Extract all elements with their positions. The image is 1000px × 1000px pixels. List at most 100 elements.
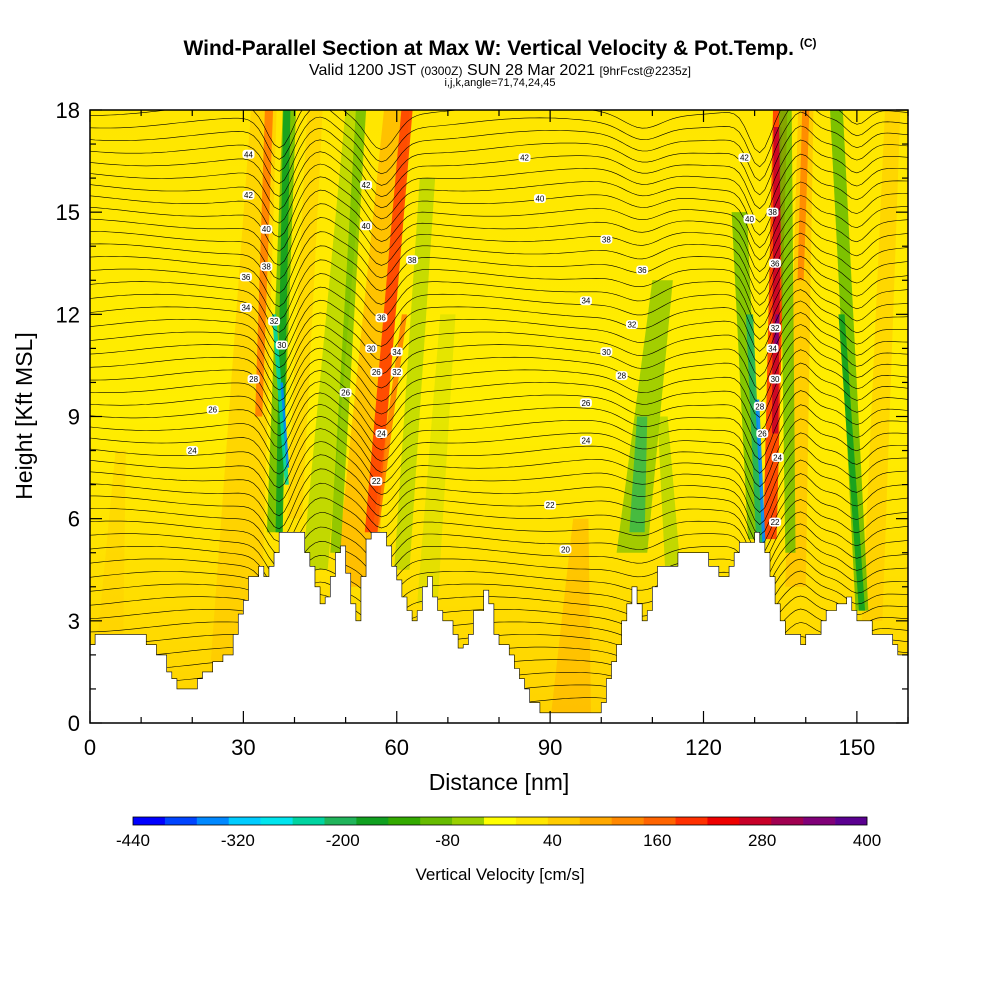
contour-label: 34 xyxy=(766,343,779,353)
updraft-zone xyxy=(207,110,277,706)
contour-label: 34 xyxy=(579,296,592,306)
downdraft-band xyxy=(417,314,456,604)
contour-label: 36 xyxy=(239,272,252,282)
contour-labels: 44 42 40 38 36 34 32 30 28 26 24 42 40 38 36 30 34 26 32 26… xyxy=(186,149,784,554)
y-tick-label: 9 xyxy=(68,405,80,430)
isentrope-line xyxy=(90,267,908,333)
downdraft-band xyxy=(745,314,764,543)
contour-label: 34 xyxy=(390,347,403,357)
isentrope-line xyxy=(90,511,908,567)
colorbar-swatch xyxy=(675,817,708,825)
contour-label: 24 xyxy=(771,452,784,462)
contour-label: 30 xyxy=(769,374,782,384)
isentrope-line xyxy=(90,454,908,526)
contour-label-text: 34 xyxy=(581,297,590,306)
downdraft-band xyxy=(778,110,796,553)
isentrope-line xyxy=(90,278,908,345)
contour-label-text: 38 xyxy=(408,256,417,265)
downdraft-band xyxy=(838,314,866,611)
isentrope-line xyxy=(90,255,908,321)
isentrope-line xyxy=(90,300,908,369)
contour-label: 24 xyxy=(375,429,388,439)
x-tick-label: 30 xyxy=(231,735,255,760)
contour-label-text: 24 xyxy=(581,436,590,445)
downdraft-band xyxy=(830,110,869,611)
contour-label-text: 28 xyxy=(249,375,258,384)
isentrope-line xyxy=(90,497,908,556)
y-tick-label: 15 xyxy=(56,200,80,225)
contour-label: 32 xyxy=(769,323,782,333)
updraft-core xyxy=(373,314,407,526)
contour-label: 36 xyxy=(375,313,388,323)
isentrope-line xyxy=(90,244,908,307)
contour-label: 42 xyxy=(738,153,751,163)
contour-label-text: 40 xyxy=(362,222,371,231)
contour-label: 22 xyxy=(769,517,782,527)
downdraft-band xyxy=(657,416,681,570)
contour-label: 26 xyxy=(339,388,352,398)
y-tick-label: 6 xyxy=(68,507,80,532)
grid-indices-subtitle: i,j,k,angle=71,74,24,45 xyxy=(444,77,556,89)
contour-label: 32 xyxy=(625,320,638,330)
contour-label-text: 44 xyxy=(244,150,253,159)
isentrope-line xyxy=(90,189,908,261)
colorbar-tick-label: -320 xyxy=(221,831,255,850)
colorbar-swatch xyxy=(707,817,740,825)
contour-label-text: 30 xyxy=(277,341,286,350)
chart-title: Wind-Parallel Section at Max W: Vertical… xyxy=(183,36,817,60)
colorbar-swatch xyxy=(611,817,644,825)
colorbar-swatch xyxy=(228,817,261,825)
colorbar-swatch xyxy=(803,817,836,825)
contour-label-text: 42 xyxy=(520,154,529,163)
isentrope-line xyxy=(90,482,908,546)
isentrope-line xyxy=(90,231,908,295)
x-axis: 0 30 60 90 120 150 xyxy=(84,110,909,760)
contour-label-text: 26 xyxy=(372,368,381,377)
contour-label: 22 xyxy=(544,500,557,510)
colorbar-swatch xyxy=(356,817,389,825)
contour-label: 38 xyxy=(260,262,273,272)
contour-label: 28 xyxy=(753,401,766,411)
contour-label: 30 xyxy=(275,340,288,350)
colorbar-swatch xyxy=(484,817,517,825)
colorbar-swatch xyxy=(452,817,485,825)
downdraft-band xyxy=(394,178,436,570)
colorbar-tick-label: 400 xyxy=(853,831,881,850)
contour-label-text: 40 xyxy=(745,215,754,224)
contour-label-text: 42 xyxy=(740,154,749,163)
colorbar-swatch xyxy=(292,817,325,825)
colorbar-swatch xyxy=(420,817,453,825)
contour-label-text: 42 xyxy=(244,191,253,200)
contour-label-text: 22 xyxy=(372,477,381,486)
updraft-core xyxy=(364,110,413,533)
isentrope-line xyxy=(90,110,908,154)
contour-label-text: 42 xyxy=(362,181,371,190)
colorbar-swatch xyxy=(579,817,612,825)
contour-label-text: 40 xyxy=(262,225,271,234)
contour-label: 36 xyxy=(636,265,649,275)
contour-label-text: 22 xyxy=(546,501,555,510)
contour-label: 44 xyxy=(242,149,255,159)
contour-label: 34 xyxy=(239,303,252,313)
colorbar-tick-label: 40 xyxy=(543,831,562,850)
contour-label-text: 38 xyxy=(262,263,271,272)
isentrope-line xyxy=(90,151,908,223)
isentrope-line xyxy=(90,125,908,196)
colorbar-swatch xyxy=(260,817,293,825)
contour-label: 40 xyxy=(260,224,273,234)
contour-label-text: 24 xyxy=(188,447,197,456)
isentrope-line xyxy=(90,110,908,168)
updraft-core xyxy=(797,110,810,281)
contour-label-text: 30 xyxy=(367,344,376,353)
contour-label-text: 32 xyxy=(627,321,636,330)
contour-label-text: 24 xyxy=(377,430,386,439)
downdraft-band xyxy=(275,110,291,533)
isentrope-line xyxy=(90,441,908,513)
contour-label-text: 28 xyxy=(617,372,626,381)
isentrope-line xyxy=(90,468,908,536)
colorbar: -440 -320 -200 -80 40 160 280 400 xyxy=(116,816,881,850)
contour-label-text: 38 xyxy=(768,208,777,217)
contour-label: 38 xyxy=(600,234,613,244)
